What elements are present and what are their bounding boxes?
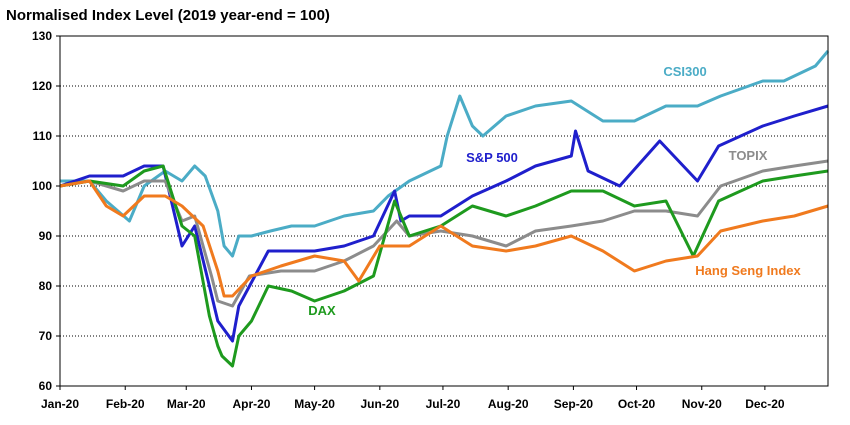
- x-tick-label: Apr-20: [232, 397, 270, 411]
- x-tick-label: Nov-20: [682, 397, 722, 411]
- y-tick-label: 70: [39, 329, 53, 343]
- x-tick-label: Aug-20: [488, 397, 529, 411]
- y-tick-label: 80: [39, 279, 53, 293]
- chart-title: Normalised Index Level (2019 year-end = …: [6, 7, 330, 24]
- series-label-dax: DAX: [308, 303, 336, 318]
- y-tick-label: 110: [33, 129, 53, 143]
- series-line-csi300: [60, 50, 830, 258]
- series-label-topix: TOPIX: [729, 148, 768, 163]
- series-label-hang-seng-index: Hang Seng Index: [695, 263, 801, 278]
- series-line-dax: [59, 164, 829, 368]
- series-label-s-p-500: S&P 500: [466, 150, 518, 165]
- series-line-topix: [59, 159, 829, 308]
- x-tick-label: Jan-20: [41, 397, 79, 411]
- series-label-csi300: CSI300: [663, 64, 706, 79]
- x-tick-label: Jul-20: [426, 397, 461, 411]
- series-line-hang-seng-index: [59, 179, 829, 298]
- plot-frame: [59, 35, 829, 387]
- y-tick-label: 90: [39, 229, 53, 243]
- y-axis-ticks: 60 70 80 90 100 110 120 130: [32, 29, 60, 393]
- series-lines: [59, 50, 830, 368]
- y-tick-label: 100: [32, 179, 52, 193]
- x-tick-label: Oct-20: [618, 397, 656, 411]
- series-line-s-p-500: [59, 104, 829, 343]
- x-tick-label: Sep-20: [554, 397, 594, 411]
- gridlines: [60, 85, 828, 337]
- y-tick-label: 120: [32, 79, 52, 93]
- y-tick-label: 60: [39, 379, 53, 393]
- x-tick-label: Feb-20: [106, 397, 145, 411]
- x-axis-ticks: Jan-20 Feb-20 Mar-20 Apr-20 May-20 Jun-20 Jul-…: [41, 386, 785, 411]
- x-tick-label: Dec-20: [745, 397, 785, 411]
- x-tick-label: Jun-20: [360, 397, 399, 411]
- x-tick-label: May-20: [294, 397, 335, 411]
- x-tick-label: Mar-20: [167, 397, 206, 411]
- y-tick-label: 130: [32, 29, 52, 43]
- series-labels: CSI300 S&P 500 TOPIX DAX Hang Seng Index: [308, 64, 801, 318]
